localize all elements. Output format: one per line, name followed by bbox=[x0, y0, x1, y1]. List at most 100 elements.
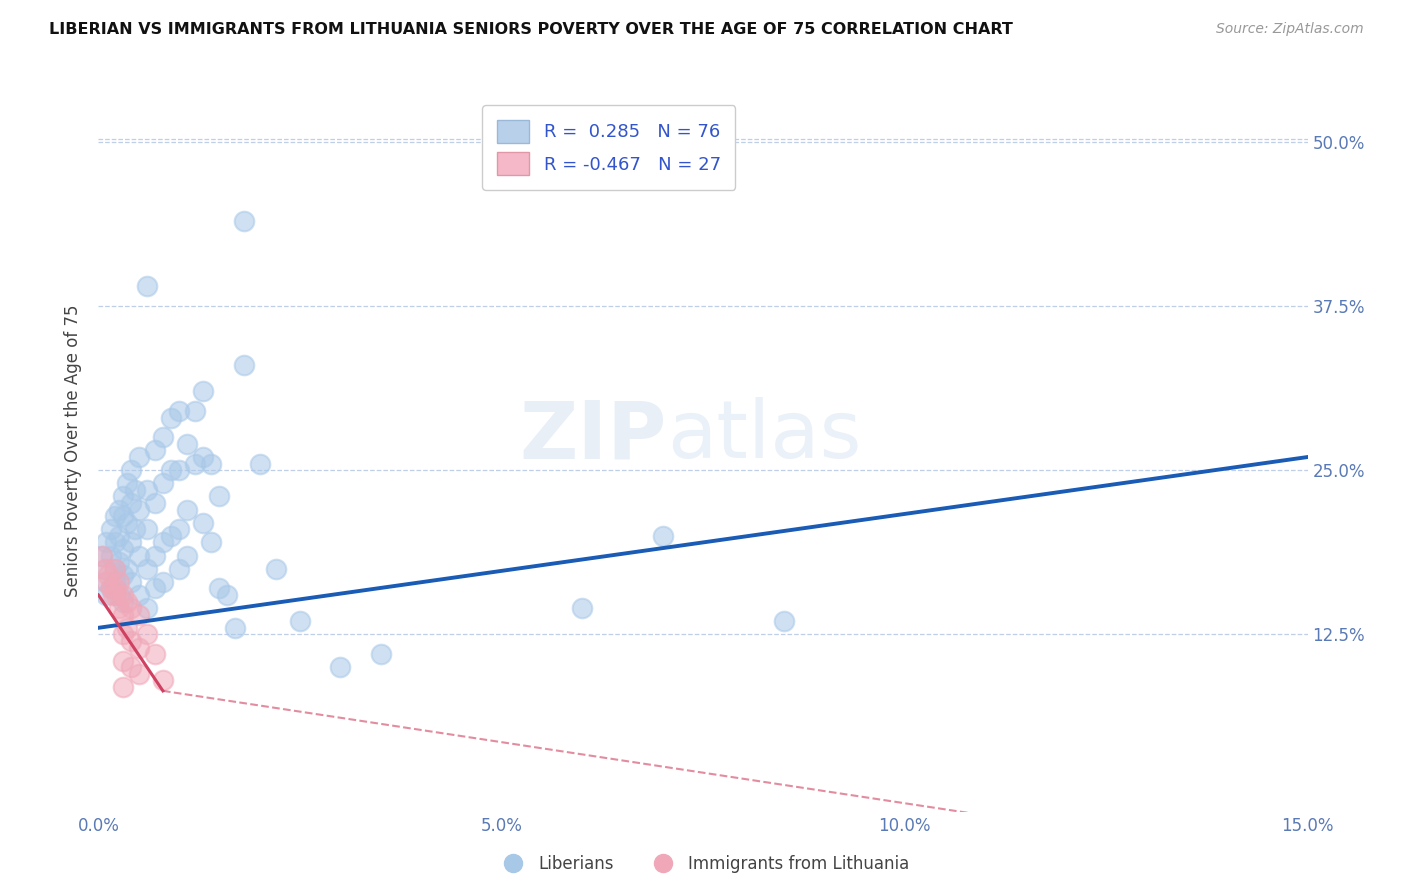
Point bbox=[105, 588, 128, 602]
Point bbox=[152, 476, 174, 491]
Text: Source: ZipAtlas.com: Source: ZipAtlas.com bbox=[1216, 22, 1364, 37]
Point bbox=[193, 384, 215, 399]
Point bbox=[143, 496, 166, 510]
Point bbox=[107, 529, 129, 543]
Point bbox=[111, 594, 134, 608]
Point bbox=[152, 673, 174, 688]
Point bbox=[111, 541, 134, 556]
Point bbox=[124, 522, 146, 536]
Point bbox=[111, 509, 134, 524]
Point bbox=[120, 535, 142, 549]
Point bbox=[120, 634, 142, 648]
Point bbox=[143, 647, 166, 661]
Point bbox=[135, 601, 157, 615]
Point bbox=[571, 601, 593, 615]
Point bbox=[135, 522, 157, 536]
Point bbox=[176, 549, 198, 563]
Point bbox=[152, 535, 174, 549]
Point bbox=[96, 574, 118, 589]
Point bbox=[176, 502, 198, 516]
Point bbox=[103, 535, 125, 549]
Point bbox=[107, 601, 129, 615]
Text: LIBERIAN VS IMMIGRANTS FROM LITHUANIA SENIORS POVERTY OVER THE AGE OF 75 CORRELA: LIBERIAN VS IMMIGRANTS FROM LITHUANIA SE… bbox=[49, 22, 1014, 37]
Point bbox=[135, 279, 157, 293]
Point bbox=[111, 490, 134, 504]
Point bbox=[128, 607, 150, 622]
Point bbox=[772, 614, 794, 628]
Point bbox=[176, 437, 198, 451]
Point bbox=[184, 457, 207, 471]
Point bbox=[100, 582, 122, 596]
Point bbox=[152, 430, 174, 444]
Point bbox=[160, 410, 183, 425]
Point bbox=[107, 574, 129, 589]
Point bbox=[120, 660, 142, 674]
Point bbox=[135, 627, 157, 641]
Point bbox=[167, 562, 190, 576]
Point bbox=[100, 582, 122, 596]
Point bbox=[128, 450, 150, 464]
Point bbox=[217, 588, 239, 602]
Point bbox=[107, 502, 129, 516]
Point bbox=[115, 594, 138, 608]
Point bbox=[128, 588, 150, 602]
Point bbox=[208, 490, 231, 504]
Point bbox=[167, 404, 190, 418]
Point bbox=[115, 562, 138, 576]
Point bbox=[111, 680, 134, 694]
Point bbox=[96, 574, 118, 589]
Point bbox=[167, 522, 190, 536]
Point bbox=[124, 483, 146, 497]
Point bbox=[111, 607, 134, 622]
Point bbox=[107, 555, 129, 569]
Point bbox=[111, 627, 134, 641]
Point bbox=[100, 549, 122, 563]
Point bbox=[160, 529, 183, 543]
Point bbox=[101, 588, 124, 602]
Point bbox=[167, 463, 190, 477]
Point bbox=[184, 404, 207, 418]
Point bbox=[91, 549, 114, 563]
Point bbox=[115, 516, 138, 530]
Text: ZIP: ZIP bbox=[519, 397, 666, 475]
Point bbox=[249, 457, 271, 471]
Point bbox=[103, 562, 125, 576]
Point bbox=[96, 588, 118, 602]
Point bbox=[200, 535, 222, 549]
Point bbox=[107, 588, 129, 602]
Point bbox=[120, 463, 142, 477]
Point bbox=[103, 509, 125, 524]
Legend: Liberians, Immigrants from Lithuania: Liberians, Immigrants from Lithuania bbox=[489, 848, 917, 880]
Point bbox=[264, 562, 287, 576]
Point bbox=[160, 463, 183, 477]
Point bbox=[143, 582, 166, 596]
Point bbox=[193, 516, 215, 530]
Point bbox=[329, 660, 352, 674]
Point bbox=[370, 647, 392, 661]
Point bbox=[193, 450, 215, 464]
Point bbox=[115, 476, 138, 491]
Point bbox=[103, 582, 125, 596]
Point bbox=[288, 614, 311, 628]
Point bbox=[143, 549, 166, 563]
Point bbox=[143, 443, 166, 458]
Point bbox=[97, 568, 120, 582]
Point bbox=[96, 535, 118, 549]
Text: atlas: atlas bbox=[666, 397, 860, 475]
Point bbox=[91, 549, 114, 563]
Point bbox=[96, 562, 118, 576]
Point bbox=[200, 457, 222, 471]
Point bbox=[111, 588, 134, 602]
Point bbox=[224, 621, 246, 635]
Point bbox=[120, 574, 142, 589]
Point bbox=[111, 654, 134, 668]
Point bbox=[232, 358, 254, 372]
Point bbox=[651, 529, 673, 543]
Point bbox=[135, 483, 157, 497]
Point bbox=[111, 568, 134, 582]
Point bbox=[152, 574, 174, 589]
Point bbox=[103, 574, 125, 589]
Point bbox=[232, 213, 254, 227]
Point bbox=[128, 666, 150, 681]
Legend: R =  0.285   N = 76, R = -0.467   N = 27: R = 0.285 N = 76, R = -0.467 N = 27 bbox=[482, 105, 735, 190]
